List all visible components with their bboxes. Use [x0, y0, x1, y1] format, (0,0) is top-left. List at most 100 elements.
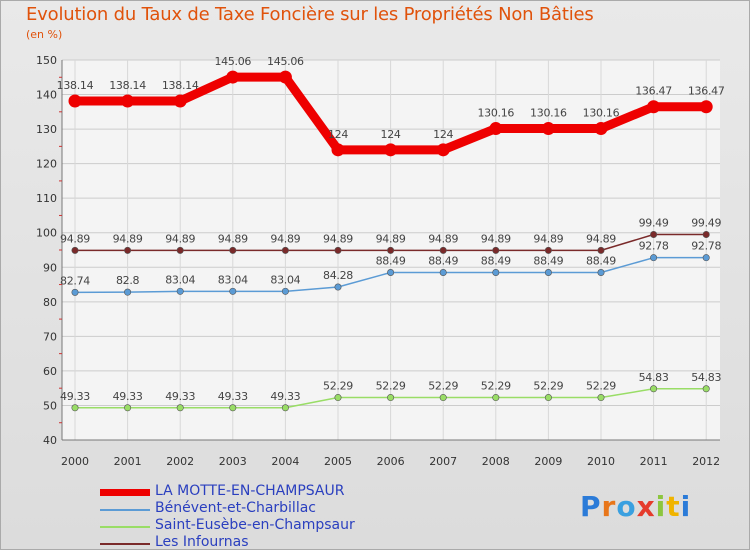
series-2: 49.33 49.33 49.33 49.33 49.33 52.29 52.29 52.29…	[60, 371, 722, 412]
data-point	[124, 288, 132, 296]
x-tick-label: 2011	[640, 455, 668, 468]
data-point	[229, 404, 237, 412]
legend-swatch	[100, 543, 150, 545]
series-1: 82.74 82.8 83.04 83.04 83.04 84.28 88.49 88.49 8…	[60, 240, 722, 296]
data-point	[229, 287, 237, 295]
data-label: 99.49	[639, 216, 669, 229]
logo-letter: i	[655, 490, 667, 523]
data-label: 82.8	[116, 274, 140, 287]
data-label: 54.83	[639, 371, 669, 384]
data-label: 94.89	[323, 232, 353, 245]
chart-subtitle: (en %)	[26, 28, 63, 41]
data-point	[334, 283, 342, 291]
x-tick-label: 2012	[692, 455, 720, 468]
data-label: 138.14	[57, 79, 94, 92]
logo-letter: r	[601, 490, 617, 523]
y-tick-label: 130	[36, 123, 57, 136]
data-point	[176, 246, 184, 254]
data-label: 52.29	[323, 380, 353, 393]
data-label: 54.83	[691, 371, 721, 384]
data-point	[699, 100, 713, 114]
data-label: 130.16	[530, 107, 567, 120]
legend-label: Saint-Eusèbe-en-Champsaur	[155, 517, 355, 533]
x-tick-label: 2010	[587, 455, 615, 468]
data-label: 94.89	[586, 232, 616, 245]
data-point	[278, 70, 292, 84]
data-label: 136.47	[688, 85, 725, 98]
data-label: 94.89	[165, 232, 195, 245]
data-point	[597, 268, 605, 276]
data-label: 124	[381, 128, 401, 141]
legend-swatch	[100, 489, 150, 496]
data-point	[594, 122, 608, 136]
data-point	[68, 94, 82, 108]
logo-letter: P	[580, 490, 602, 523]
data-point	[647, 100, 661, 114]
data-point	[384, 143, 398, 157]
data-label: 84.28	[323, 269, 353, 282]
y-tick-label: 100	[36, 227, 57, 240]
data-label: 88.49	[586, 254, 616, 267]
data-point	[124, 404, 132, 412]
data-point	[544, 268, 552, 276]
data-label: 138.14	[162, 79, 199, 92]
data-point	[702, 385, 710, 393]
y-tick-label: 150	[36, 54, 57, 67]
logo-letter: t	[666, 490, 681, 523]
data-point	[173, 94, 187, 108]
series-3: 94.89 94.89 94.89 94.89 94.89 94.89 94.89 94.89…	[60, 216, 722, 254]
data-label: 49.33	[165, 390, 195, 403]
data-label: 52.29	[376, 380, 406, 393]
data-point	[387, 268, 395, 276]
data-point	[387, 394, 395, 402]
data-point	[597, 394, 605, 402]
x-tick-label: 2001	[114, 455, 142, 468]
data-point	[702, 230, 710, 238]
data-point	[492, 394, 500, 402]
y-tick-label: 50	[43, 399, 57, 412]
proxiti-logo: Proxiti	[580, 490, 691, 523]
y-tick-label: 80	[43, 296, 57, 309]
legend-label: Bénévent-et-Charbillac	[155, 500, 316, 516]
y-tick-label: 140	[36, 89, 57, 102]
legend-swatch	[100, 526, 150, 528]
data-point	[544, 246, 552, 254]
data-label: 94.89	[270, 232, 300, 245]
data-label: 52.29	[428, 380, 458, 393]
data-point	[492, 246, 500, 254]
data-label: 94.89	[428, 232, 458, 245]
data-label: 49.33	[218, 390, 248, 403]
x-tick-label: 2004	[271, 455, 299, 468]
chart-title: Evolution du Taux de Taxe Foncière sur l…	[26, 4, 594, 25]
x-tick-label: 2008	[482, 455, 510, 468]
data-point	[331, 143, 345, 157]
data-point	[334, 246, 342, 254]
data-point	[281, 287, 289, 295]
x-tick-label: 2009	[534, 455, 562, 468]
data-point	[702, 254, 710, 262]
data-label: 88.49	[481, 254, 511, 267]
data-label: 92.78	[691, 240, 721, 253]
data-label: 99.49	[691, 216, 721, 229]
data-label: 94.89	[533, 232, 563, 245]
data-point	[176, 404, 184, 412]
y-tick-label: 110	[36, 192, 57, 205]
data-label: 83.04	[165, 273, 195, 286]
x-tick-label: 2003	[219, 455, 247, 468]
data-point	[71, 288, 79, 296]
data-label: 88.49	[428, 254, 458, 267]
data-label: 49.33	[270, 390, 300, 403]
data-point	[436, 143, 450, 157]
data-label: 52.29	[586, 380, 616, 393]
series-0: 138.14 138.14 138.14 145.06 145.06 124 124 124 1…	[57, 55, 725, 157]
data-point	[597, 246, 605, 254]
logo-letter: i	[680, 490, 692, 523]
legend-label: LA MOTTE-EN-CHAMPSAUR	[155, 483, 345, 499]
data-label: 124	[328, 128, 348, 141]
y-tick-label: 120	[36, 158, 57, 171]
y-tick-label: 40	[43, 434, 57, 447]
data-label: 49.33	[113, 390, 143, 403]
data-point	[439, 246, 447, 254]
data-label: 94.89	[481, 232, 511, 245]
